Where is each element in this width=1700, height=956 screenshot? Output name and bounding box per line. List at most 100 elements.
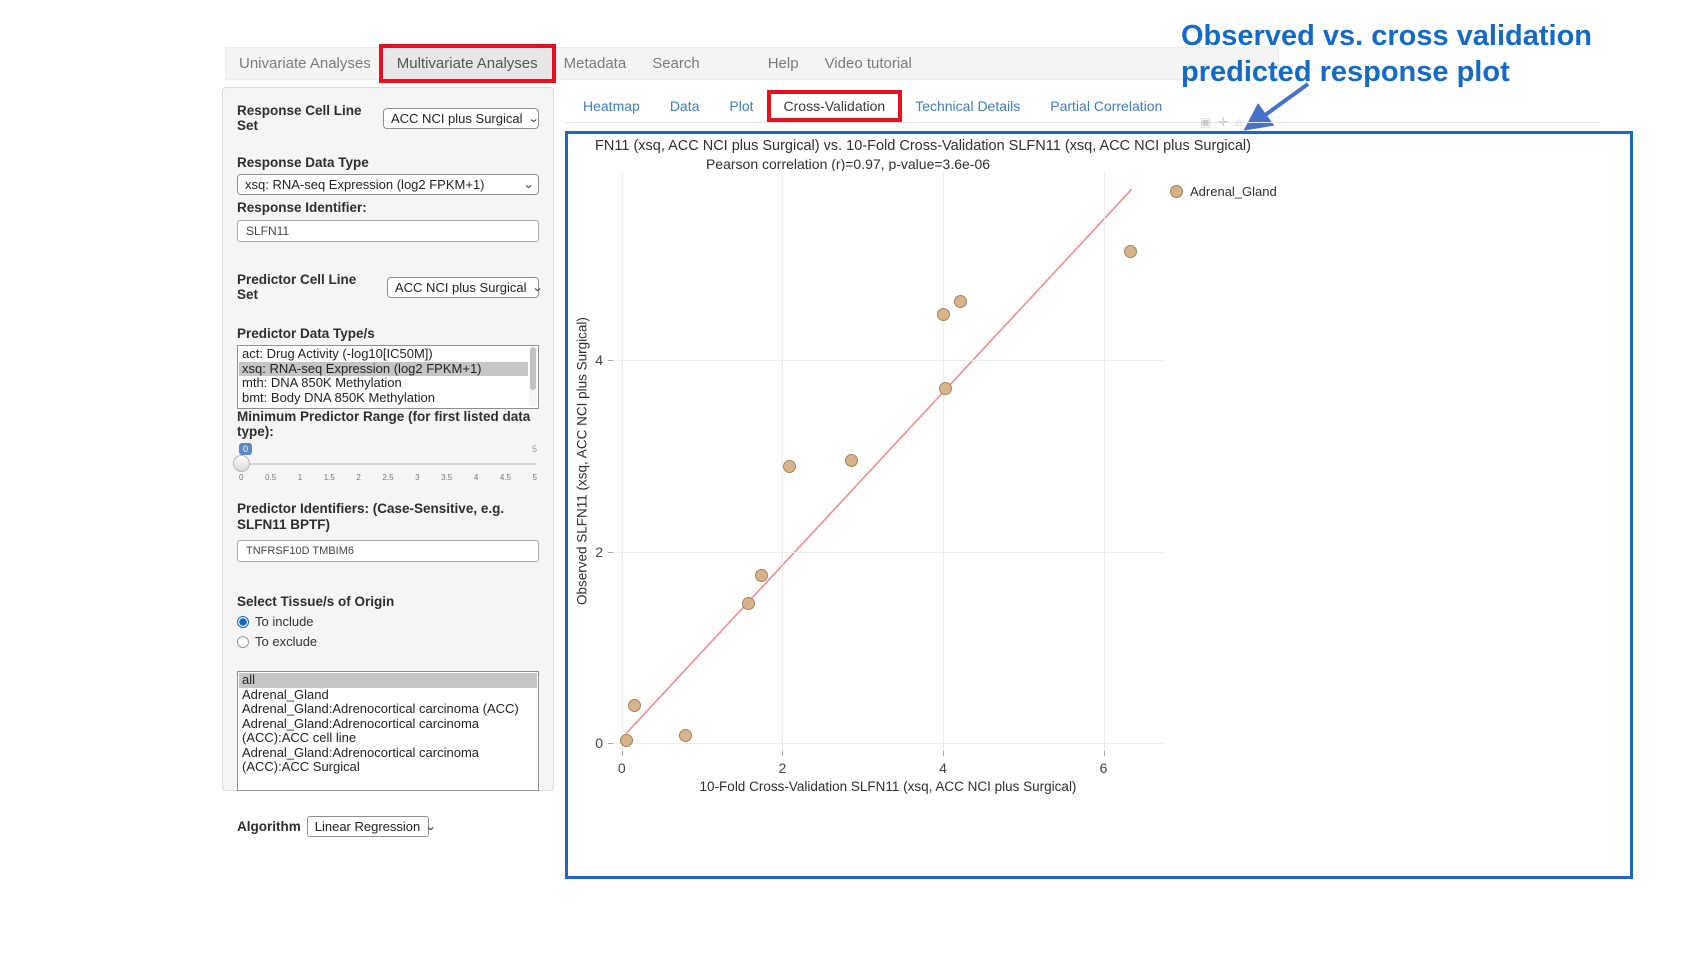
zoom-icon[interactable]: ✛ — [1218, 115, 1229, 129]
tab-heatmap[interactable]: Heatmap — [583, 98, 640, 114]
x-gridline — [1103, 171, 1105, 751]
x-gridline — [943, 171, 944, 751]
chevron-down-icon: ⌄ — [531, 281, 544, 294]
data-point[interactable] — [939, 381, 953, 395]
plot-subtitle: Pearson correlation (r)=0.97, p-value=3.… — [705, 156, 991, 172]
data-point[interactable] — [754, 568, 768, 582]
slider-tick-label: 1 — [297, 473, 303, 482]
predictor-identifiers-input[interactable]: TNFRSF10D TMBIM6 — [237, 540, 539, 562]
data-point[interactable] — [936, 307, 950, 321]
listbox-option[interactable]: act: Drug Activity (-log10[IC50M]) — [242, 346, 433, 361]
tab-partial-correlation[interactable]: Partial Correlation — [1050, 98, 1163, 114]
y-axis-title: Observed SLFN11 (xsq, ACC NCI plus Surgi… — [574, 317, 590, 605]
x-tick-label: 6 — [1099, 760, 1108, 776]
listbox-option[interactable]: bmt: Body DNA 850K Methylation — [242, 389, 435, 405]
plot-area[interactable]: 0 2 4 6 0 2 4 — [595, 171, 1163, 776]
slider-handle[interactable] — [233, 455, 250, 472]
annotation-line2: predicted response plot — [1181, 56, 1510, 88]
predictor-identifiers-label: Predictor Identifiers: (Case-Sensitive, … — [237, 501, 505, 532]
tab-data[interactable]: Data — [669, 98, 700, 114]
legend-marker-icon — [1170, 185, 1183, 198]
slider-tick-label: 2.5 — [382, 473, 394, 482]
annotation-arrow-icon — [1243, 82, 1310, 131]
slider-tick-label: 2 — [356, 473, 361, 482]
slider-tick-label: 4.5 — [499, 473, 511, 482]
annotation-line1: Observed vs. cross validation — [1181, 20, 1593, 52]
response-identifier-input[interactable]: SLFN11 — [237, 220, 539, 242]
nav-item-metadata[interactable]: Metadata — [563, 55, 627, 72]
data-point[interactable] — [782, 460, 796, 474]
algorithm-label: Algorithm — [237, 819, 301, 834]
listbox-option[interactable]: Adrenal_Gland — [242, 686, 329, 702]
y-tick-label: 2 — [595, 543, 603, 560]
predictor-cell-line-set-select[interactable]: ACC NCI plus Surgical ⌄ — [387, 276, 543, 298]
tab-cross-validation[interactable]: Cross-Validation — [766, 90, 903, 122]
response-data-type-select[interactable]: xsq: RNA-seq Expression (log2 FPKM+1) ⌄ — [237, 174, 539, 195]
listbox-option[interactable]: xsq: RNA-seq Expression (log2 FPKM+1) — [239, 361, 528, 376]
nav-item-univariate-analyses[interactable]: Univariate Analyses — [239, 55, 371, 72]
x-tickmark — [1103, 751, 1105, 756]
tab-plot[interactable]: Plot — [729, 98, 754, 114]
min-predictor-range-label: Minimum Predictor Range (for first liste… — [237, 409, 531, 439]
data-point[interactable] — [1123, 244, 1137, 258]
data-point[interactable] — [742, 597, 756, 611]
nav-item-help[interactable]: Help — [767, 55, 799, 72]
y-tickmark — [608, 551, 613, 553]
listbox-option[interactable]: mth: DNA 850K Methylation — [242, 375, 402, 390]
top-navbar: Univariate Analyses Multivariate Analyses… — [225, 44, 1279, 83]
listbox-option[interactable]: all — [239, 672, 537, 688]
cross-validation-plot-panel: FN11 (xsq, ACC NCI plus Surgical) vs. 10… — [565, 131, 1633, 879]
response-data-type-label: Response Data Type — [237, 155, 369, 170]
slider-tick-label: 0 — [239, 473, 244, 482]
legend-item-adrenal-gland[interactable]: Adrenal_Gland — [1170, 184, 1277, 199]
slider-tick-label: 3.5 — [441, 473, 453, 482]
radio-to-include[interactable]: To include — [237, 614, 539, 629]
slider-tick-label: 4 — [473, 473, 479, 482]
x-axis-title: 10-Fold Cross-Validation SLFN11 (xsq, AC… — [699, 779, 1077, 794]
response-cell-line-set-select[interactable]: ACC NCI plus Surgical ⌄ — [383, 107, 539, 129]
slider-tick-label: 0.5 — [265, 473, 277, 482]
tissue-origin-listbox[interactable]: all Adrenal_Gland Adrenal_Gland:Adrenocort… — [237, 671, 539, 791]
chevron-down-icon: ⌄ — [522, 179, 535, 191]
plot-title: FN11 (xsq, ACC NCI plus Surgical) vs. 10… — [595, 138, 1251, 154]
x-tick-label: 0 — [617, 760, 626, 776]
scrollbar[interactable] — [529, 347, 537, 407]
y-tickmark — [608, 743, 613, 745]
listbox-option[interactable]: Adrenal_Gland:Adrenocortical carcinoma (… — [242, 701, 519, 716]
y-gridline — [613, 743, 1163, 745]
predictor-data-types-listbox[interactable]: act: Drug Activity (-log10[IC50M]) xsq: R… — [237, 345, 539, 409]
nav-item-multivariate-analyses[interactable]: Multivariate Analyses — [378, 44, 556, 83]
listbox-option[interactable]: Adrenal_Gland:Adrenocortical carcinoma (… — [242, 744, 480, 774]
regression-line — [625, 188, 1133, 735]
y-tick-label: 4 — [595, 351, 603, 368]
slider-tick-label: 1.5 — [323, 473, 335, 482]
nav-item-search[interactable]: Search — [652, 55, 700, 72]
camera-icon[interactable]: ▣ — [1200, 115, 1212, 129]
radio-to-exclude[interactable]: To exclude — [237, 634, 539, 649]
y-tick-label: 0 — [595, 735, 603, 752]
data-point[interactable] — [845, 453, 859, 467]
min-predictor-range-slider[interactable]: 0 5 0 0.5 1 1.5 2 2.5 3 3.5 4 4.5 5 — [233, 443, 539, 489]
tab-technical-details[interactable]: Technical Details — [915, 98, 1021, 114]
response-cell-line-set-label: Response Cell Line Set — [237, 103, 362, 133]
nav-item-video-tutorial[interactable]: Video tutorial — [824, 55, 912, 72]
listbox-option[interactable]: Adrenal_Gland:Adrenocortical carcinoma (… — [242, 715, 480, 745]
data-point[interactable] — [628, 698, 642, 712]
sidebar-controls-panel: Response Cell Line Set ACC NCI plus Surg… — [222, 87, 554, 837]
slider-tick-labels: 0 0.5 1 1.5 2 2.5 3 3.5 4 4.5 5 — [239, 473, 537, 482]
chevron-down-icon: ⌄ — [424, 821, 437, 833]
data-point[interactable] — [619, 734, 633, 748]
x-tick-label: 4 — [939, 760, 947, 776]
data-point[interactable] — [679, 728, 693, 742]
slider-track[interactable] — [239, 463, 537, 465]
home-icon[interactable]: ⌂ — [1235, 115, 1243, 129]
slider-max-label: 5 — [531, 444, 537, 454]
legend-label: Adrenal_Gland — [1190, 184, 1277, 199]
response-identifier-label: Response Identifier: — [237, 200, 367, 215]
tissue-origin-label: Select Tissue/s of Origin — [237, 594, 395, 609]
plotly-modebar[interactable]: ▣ ✛ ⌂ — [1200, 115, 1243, 129]
data-point[interactable] — [953, 295, 967, 309]
algorithm-select[interactable]: Linear Regression ⌄ — [306, 816, 437, 837]
x-gridline — [782, 171, 784, 751]
